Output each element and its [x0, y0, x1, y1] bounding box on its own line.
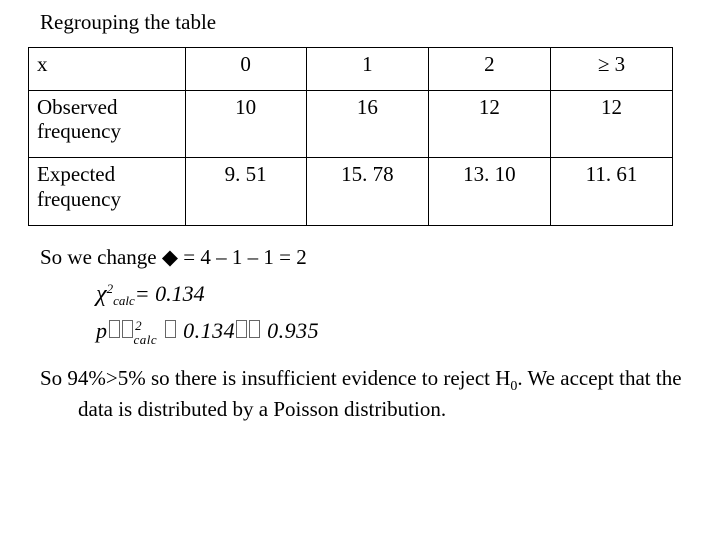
note-suffix: = 4 – 1 – 1 = 2: [178, 245, 307, 269]
cell: 13. 10: [428, 158, 550, 225]
row-label-observed: Observed frequency: [29, 91, 186, 158]
row-label-expected: Expected frequency: [29, 158, 186, 225]
formula-block: χ2calc = 0.134 pcalc2 0.134 0.935: [96, 281, 692, 344]
conclusion-part1: So 94%>5% so there is insufficient evide…: [40, 366, 510, 390]
col-header-1: 1: [306, 48, 428, 91]
cell: 9. 51: [185, 158, 306, 225]
cell: 11. 61: [550, 158, 672, 225]
col-header-0: 0: [185, 48, 306, 91]
table-row-observed: Observed frequency 10 16 12 12: [29, 91, 673, 158]
cell: 16: [306, 91, 428, 158]
table-row-expected: Expected frequency 9. 51 15. 78 13. 10 1…: [29, 158, 673, 225]
glyph-box-icon: [236, 320, 247, 338]
frequency-table: x 0 1 2 ≥ 3 Observed frequency 10 16 12 …: [28, 47, 673, 226]
chi-symbol: χ: [96, 281, 107, 308]
chi-sub: calc: [113, 293, 135, 309]
cell: 12: [428, 91, 550, 158]
chi-value: = 0.134: [135, 281, 205, 307]
glyph-box-icon: [122, 320, 133, 338]
cell: 12: [550, 91, 672, 158]
col-header-2: 2: [428, 48, 550, 91]
table-row-header: x 0 1 2 ≥ 3: [29, 48, 673, 91]
chi-squared-formula: χ2calc = 0.134: [96, 281, 692, 308]
degrees-note: So we change ◆ = 4 – 1 – 1 = 2: [40, 244, 692, 271]
glyph-box-icon: [249, 320, 260, 338]
conclusion: So 94%>5% so there is insufficient evide…: [40, 365, 692, 422]
p-value-formula: pcalc2 0.134 0.935: [96, 318, 692, 344]
glyph-box-icon: [165, 320, 176, 338]
cell: 15. 78: [306, 158, 428, 225]
cell: 10: [185, 91, 306, 158]
col-header-3: ≥ 3: [550, 48, 672, 91]
diamond-icon: ◆: [162, 245, 178, 269]
note-prefix: So we change: [40, 245, 162, 269]
heading: Regrouping the table: [40, 10, 692, 35]
glyph-box-icon: [109, 320, 120, 338]
col-header-x: x: [29, 48, 186, 91]
